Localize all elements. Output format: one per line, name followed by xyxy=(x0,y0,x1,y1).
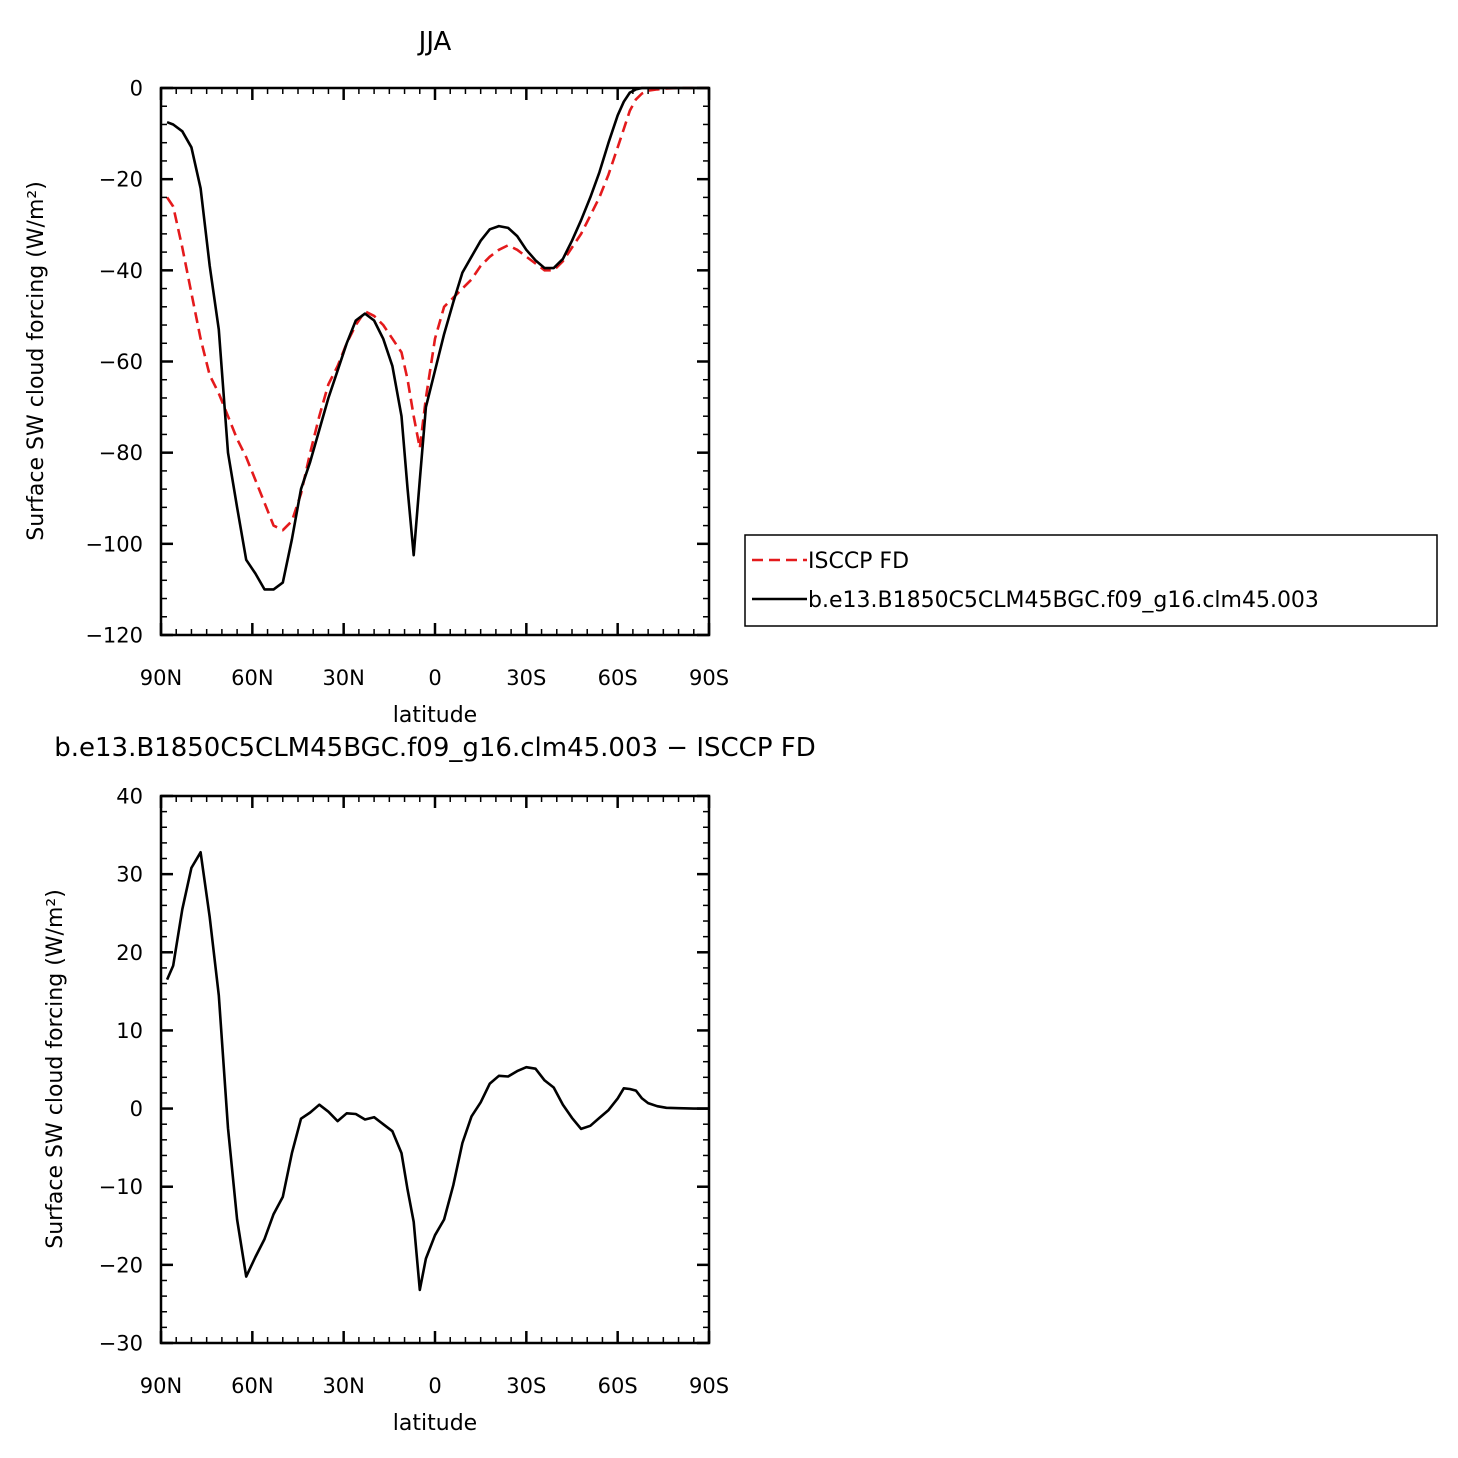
y-tick-label: 40 xyxy=(116,785,143,809)
y-tick-label: 20 xyxy=(116,941,143,965)
x-tick-label: 30S xyxy=(506,666,546,690)
y-tick-label: −120 xyxy=(85,624,143,648)
y-tick-label: −30 xyxy=(99,1332,143,1356)
top-panel-y-tick-labels: 0 −20 −40 −60 −80 −100 −120 xyxy=(85,77,143,648)
x-tick-label: 60N xyxy=(231,1374,273,1398)
top-panel-x-axis-title: latitude xyxy=(393,703,477,728)
x-tick-label: 60S xyxy=(598,1374,638,1398)
legend: ISCCP FD b.e13.B1850C5CLM45BGC.f09_g16.c… xyxy=(744,534,1438,627)
y-tick-label: 0 xyxy=(130,77,143,101)
top-panel-ticks xyxy=(159,86,711,637)
x-tick-label: 90N xyxy=(140,1374,182,1398)
x-tick-label: 0 xyxy=(428,1374,441,1398)
x-tick-label: 30N xyxy=(322,1374,364,1398)
y-tick-label: −20 xyxy=(99,1253,143,1277)
x-tick-label: 90S xyxy=(689,1374,729,1398)
bottom-panel: b.e13.B1850C5CLM45BGC.f09_g16.clm45.003 … xyxy=(43,733,816,1436)
bottom-panel-series-line-difference xyxy=(165,850,709,1292)
y-tick-label: −60 xyxy=(99,350,143,374)
x-tick-label: 90N xyxy=(140,666,182,690)
bottom-panel-y-tick-labels: 40 30 20 10 0 −10 −20 −30 xyxy=(99,785,143,1356)
x-tick-label: 30N xyxy=(322,666,364,690)
x-tick-label: 90S xyxy=(689,666,729,690)
bottom-panel-x-tick-labels: 90N 60N 30N 0 30S 60S 90S xyxy=(140,1374,729,1398)
x-tick-label: 60N xyxy=(231,666,273,690)
legend-box xyxy=(744,534,1438,627)
top-panel-series-line-isccp-fd xyxy=(166,86,709,532)
y-tick-label: 10 xyxy=(116,1019,143,1043)
bottom-panel-title: b.e13.B1850C5CLM45BGC.f09_g16.clm45.003 … xyxy=(54,733,816,763)
y-tick-label: −20 xyxy=(99,168,143,192)
top-panel-x-tick-labels: 90N 60N 30N 0 30S 60S 90S xyxy=(140,666,729,690)
legend-label-isccp-fd: ISCCP FD xyxy=(808,549,909,574)
top-panel-y-axis-title: Surface SW cloud forcing (W/m²) xyxy=(24,181,49,541)
bottom-panel-y-axis-title: Surface SW cloud forcing (W/m²) xyxy=(43,889,68,1249)
top-panel: JJA 0 −20 −40 −60 −80 −100 −120 90N 60N 30N 0 30S 6… xyxy=(24,27,729,728)
y-tick-label: −40 xyxy=(99,259,143,283)
top-panel-series-line-model xyxy=(166,86,709,591)
y-tick-label: −100 xyxy=(85,532,143,556)
top-panel-title: JJA xyxy=(417,27,452,57)
x-tick-label: 0 xyxy=(428,666,441,690)
bottom-panel-series-group xyxy=(165,850,709,1292)
bottom-panel-ticks xyxy=(159,794,711,1345)
top-panel-frame xyxy=(159,86,711,637)
legend-label-model: b.e13.B1850C5CLM45BGC.f09_g16.clm45.003 xyxy=(808,588,1319,613)
y-tick-label: 0 xyxy=(130,1097,143,1121)
x-tick-label: 30S xyxy=(506,1374,546,1398)
x-tick-label: 60S xyxy=(598,666,638,690)
y-tick-label: 30 xyxy=(116,863,143,887)
y-tick-label: −10 xyxy=(99,1175,143,1199)
y-tick-label: −80 xyxy=(99,441,143,465)
top-panel-series-group xyxy=(166,86,709,591)
bottom-panel-x-axis-title: latitude xyxy=(393,1411,477,1436)
